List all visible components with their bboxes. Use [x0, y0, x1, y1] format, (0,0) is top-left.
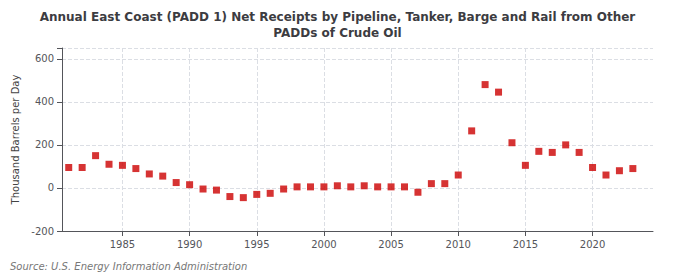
svg-text:Annual East Coast (PADD 1) Net: Annual East Coast (PADD 1) Net Receipts …	[40, 10, 636, 24]
svg-text:1985: 1985	[110, 239, 135, 250]
svg-text:2020: 2020	[580, 239, 605, 250]
svg-text:Source: U.S. Energy Informatio: Source: U.S. Energy Information Administ…	[10, 261, 247, 272]
svg-text:2015: 2015	[513, 239, 538, 250]
svg-text:200: 200	[35, 139, 54, 150]
svg-text:2010: 2010	[446, 239, 471, 250]
svg-text:PADDs of Crude Oil: PADDs of Crude Oil	[273, 26, 401, 40]
svg-text:0: 0	[48, 182, 54, 193]
svg-text:-200: -200	[31, 226, 54, 237]
svg-text:400: 400	[35, 96, 54, 107]
svg-text:1995: 1995	[244, 239, 269, 250]
svg-text:1990: 1990	[177, 239, 202, 250]
svg-text:600: 600	[35, 53, 54, 64]
svg-text:2000: 2000	[311, 239, 336, 250]
svg-text:Thousand Barrels per Day: Thousand Barrels per Day	[10, 75, 21, 206]
svg-text:2005: 2005	[378, 239, 403, 250]
